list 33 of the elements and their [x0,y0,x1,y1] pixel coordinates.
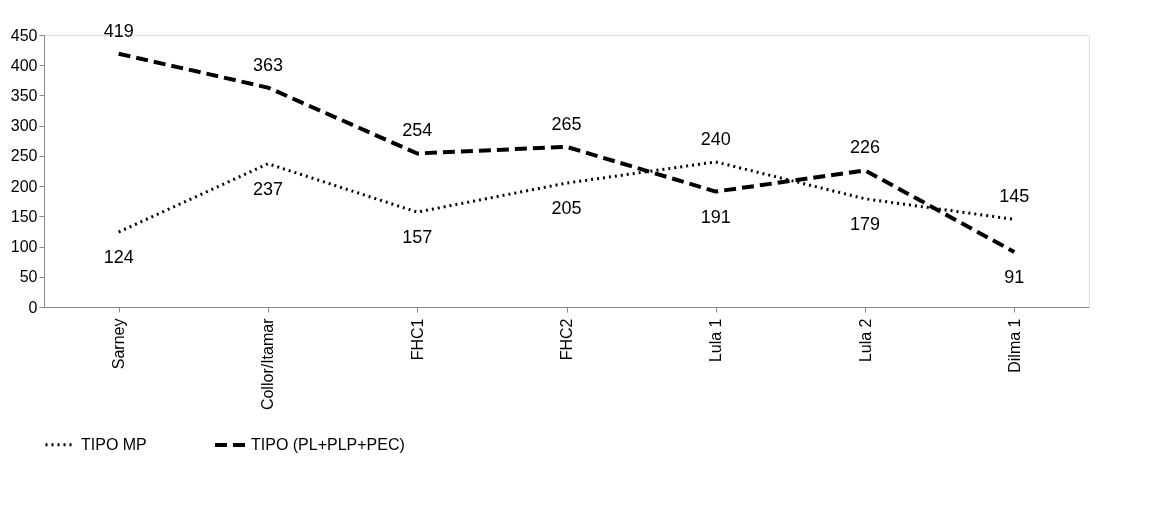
data-label: 363 [252,54,283,75]
data-label: 145 [999,186,1030,207]
y-tick-label: 200 [10,177,38,195]
y-tick-label: 0 [28,298,38,316]
data-label: 240 [700,128,731,149]
y-tick-label: 150 [10,207,38,225]
y-tick-label: 100 [10,238,38,256]
data-label: 157 [402,227,433,248]
x-tick-label: Collor/Itamar [259,317,277,411]
y-tick-label: 350 [10,86,38,104]
data-label: 226 [850,137,881,158]
x-tick-label: FHC1 [408,318,426,361]
legend-label: TIPO MP [81,435,147,453]
data-label: 419 [103,20,134,41]
data-label: 91 [1004,267,1025,287]
data-label: 205 [551,198,582,219]
y-tick-label: 250 [10,147,38,165]
legend-label: TIPO (PL+PLP+PEC) [251,436,405,453]
y-tick-label: 300 [10,117,38,135]
x-tick-label: Lula 2 [856,318,874,363]
data-label: 179 [850,213,881,234]
data-label: 254 [402,120,433,141]
data-label: 191 [700,206,731,227]
data-label: 124 [103,247,134,268]
x-tick-label: Dilma 1 [1005,318,1023,373]
x-tick-label: Lula 1 [707,318,725,363]
y-tick-label: 450 [10,26,38,44]
y-tick-label: 400 [10,56,38,74]
x-tick-label: FHC2 [558,318,575,361]
data-label: 237 [252,178,283,199]
x-tick-label: Sarney [110,318,128,370]
data-label: 265 [551,113,582,134]
y-tick-label: 50 [19,268,38,286]
